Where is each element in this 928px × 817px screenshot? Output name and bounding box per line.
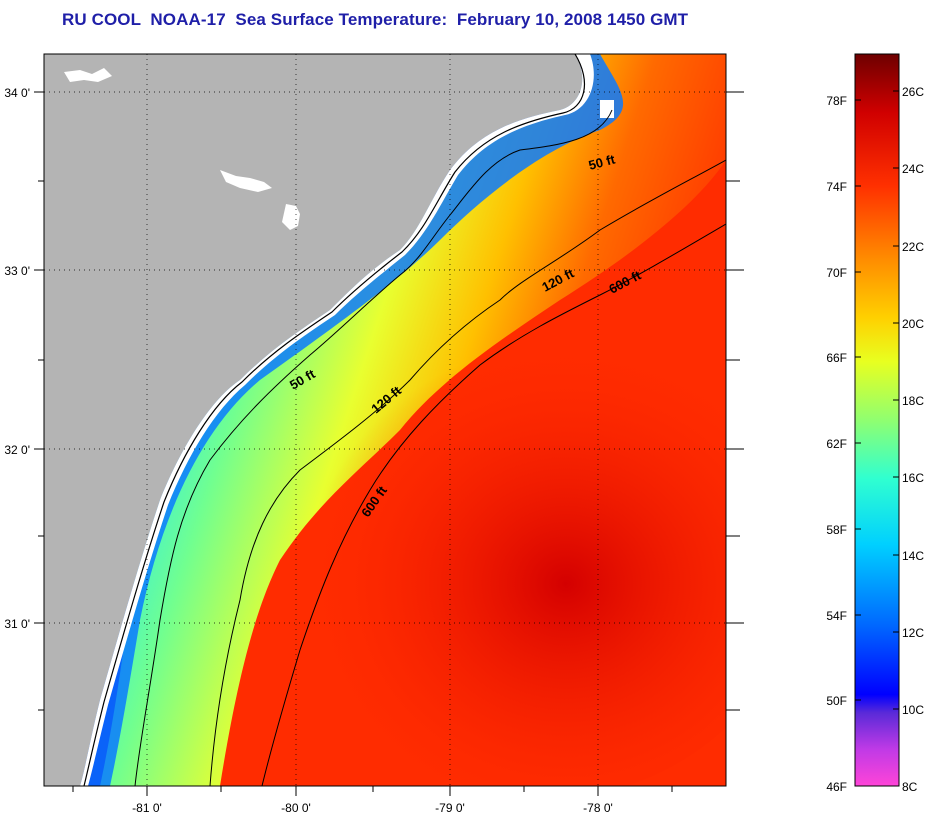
colorbar-label-c: 26C bbox=[902, 85, 924, 99]
cloud-patch bbox=[282, 204, 300, 230]
colorbar-label-f: 62F bbox=[826, 437, 847, 451]
lat-label-31: 31 0' bbox=[4, 617, 30, 631]
colorbar-label-c: 16C bbox=[902, 471, 924, 485]
lon-label-78: -78 0' bbox=[583, 801, 613, 815]
graticule bbox=[44, 54, 726, 786]
contour-50ft bbox=[134, 109, 613, 786]
cloud-patch bbox=[220, 170, 272, 192]
colorbar-c-ticks bbox=[893, 90, 899, 787]
land-mass bbox=[44, 54, 583, 786]
lon-label-81: -81 0' bbox=[132, 801, 162, 815]
colorbar-label-f: 58F bbox=[826, 523, 847, 537]
colorbar-label-c: 22C bbox=[902, 240, 924, 254]
colorbar-label-f: 66F bbox=[826, 351, 847, 365]
lat-label-34: 34 0' bbox=[4, 86, 30, 100]
sst-map: 50 ft 50 ft 120 ft 120 ft 600 ft 600 ft bbox=[44, 54, 726, 786]
figure-title: RU COOL NOAA-17 Sea Surface Temperature:… bbox=[62, 10, 689, 29]
colorbar-label-c: 12C bbox=[902, 626, 924, 640]
colorbar-label-c: 20C bbox=[902, 317, 924, 331]
gulf-stream-core bbox=[280, 320, 726, 786]
lat-label-32: 32 0' bbox=[4, 443, 30, 457]
contour-label-50ft-north: 50 ft bbox=[587, 151, 617, 173]
colorbar-label-f: 54F bbox=[826, 609, 847, 623]
colorbar-label-f: 74F bbox=[826, 180, 847, 194]
colorbar-label-c: 18C bbox=[902, 394, 924, 408]
lat-label-33: 33 0' bbox=[4, 264, 30, 278]
coastline bbox=[83, 54, 586, 786]
colorbar-label-f: 46F bbox=[826, 780, 847, 794]
colorbar-label-f: 70F bbox=[826, 266, 847, 280]
colorbar-f-ticks bbox=[855, 99, 861, 787]
cloud-patch bbox=[64, 68, 112, 82]
colorbar-label-c: 8C bbox=[902, 780, 918, 794]
colorbar-label-f: 50F bbox=[826, 694, 847, 708]
colorbar-label-f: 78F bbox=[826, 94, 847, 108]
map-frame bbox=[43, 53, 727, 787]
colorbar-label-c: 14C bbox=[902, 549, 924, 563]
lat-minor-ticks bbox=[34, 91, 744, 711]
lon-label-80: -80 0' bbox=[281, 801, 311, 815]
colorbar-label-c: 24C bbox=[902, 162, 924, 176]
contour-600ft bbox=[261, 223, 726, 786]
lon-label-79: -79 0' bbox=[435, 801, 465, 815]
colorbar-label-c: 10C bbox=[902, 703, 924, 717]
contour-120ft bbox=[209, 159, 726, 786]
cloud-patch bbox=[600, 100, 614, 118]
lon-minor-ticks bbox=[72, 786, 673, 796]
colorbar bbox=[854, 53, 900, 787]
